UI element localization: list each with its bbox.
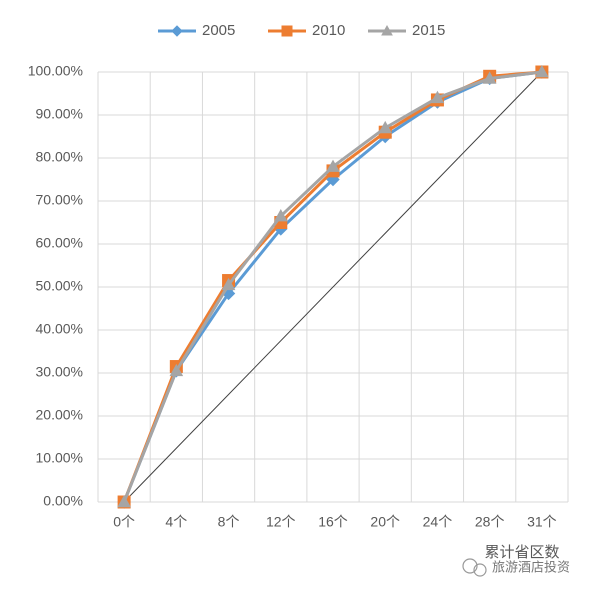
x-tick-label: 31个 <box>527 514 557 530</box>
legend-item: 2010 <box>268 22 345 39</box>
y-tick-label: 50.00% <box>36 278 83 294</box>
y-tick-label: 90.00% <box>36 106 83 122</box>
y-tick-label: 100.00% <box>28 63 83 79</box>
marker <box>326 159 340 172</box>
y-tick-label: 10.00% <box>36 450 83 466</box>
legend-label: 2010 <box>312 22 345 39</box>
watermark: 旅游酒店投资 <box>492 559 570 574</box>
x-tick-label: 16个 <box>318 514 348 530</box>
watermark-icon <box>462 558 487 577</box>
legend-item: 2015 <box>368 22 445 39</box>
x-tick-label: 0个 <box>113 514 135 530</box>
y-tick-label: 80.00% <box>36 149 83 165</box>
x-tick-label: 28个 <box>475 514 505 530</box>
marker <box>482 71 497 84</box>
x-tick-label: 20个 <box>370 514 400 530</box>
x-tick-label: 24个 <box>423 514 453 530</box>
y-tick-label: 40.00% <box>36 321 83 337</box>
marker <box>281 25 293 37</box>
equality-line <box>123 71 543 503</box>
x-tick-label: 12个 <box>266 514 296 530</box>
y-tick-label: 0.00% <box>43 493 83 509</box>
marker <box>381 24 393 36</box>
legend-label: 2015 <box>412 22 445 39</box>
y-tick-label: 60.00% <box>36 235 83 251</box>
marker <box>430 90 445 104</box>
y-tick-label: 20.00% <box>36 407 83 423</box>
y-tick-label: 70.00% <box>36 192 83 208</box>
marker <box>171 25 183 37</box>
y-tick-label: 30.00% <box>36 364 83 380</box>
marker <box>378 120 393 134</box>
legend-item: 2005 <box>158 22 235 39</box>
x-tick-label: 8个 <box>218 514 240 530</box>
x-tick-label: 4个 <box>165 514 187 530</box>
marker <box>117 494 131 508</box>
marker <box>535 64 549 78</box>
marker <box>273 209 288 222</box>
legend-label: 2005 <box>202 22 235 39</box>
x-axis-label: 累计省区数 <box>484 544 559 561</box>
marker <box>221 277 236 291</box>
marker <box>169 363 184 377</box>
